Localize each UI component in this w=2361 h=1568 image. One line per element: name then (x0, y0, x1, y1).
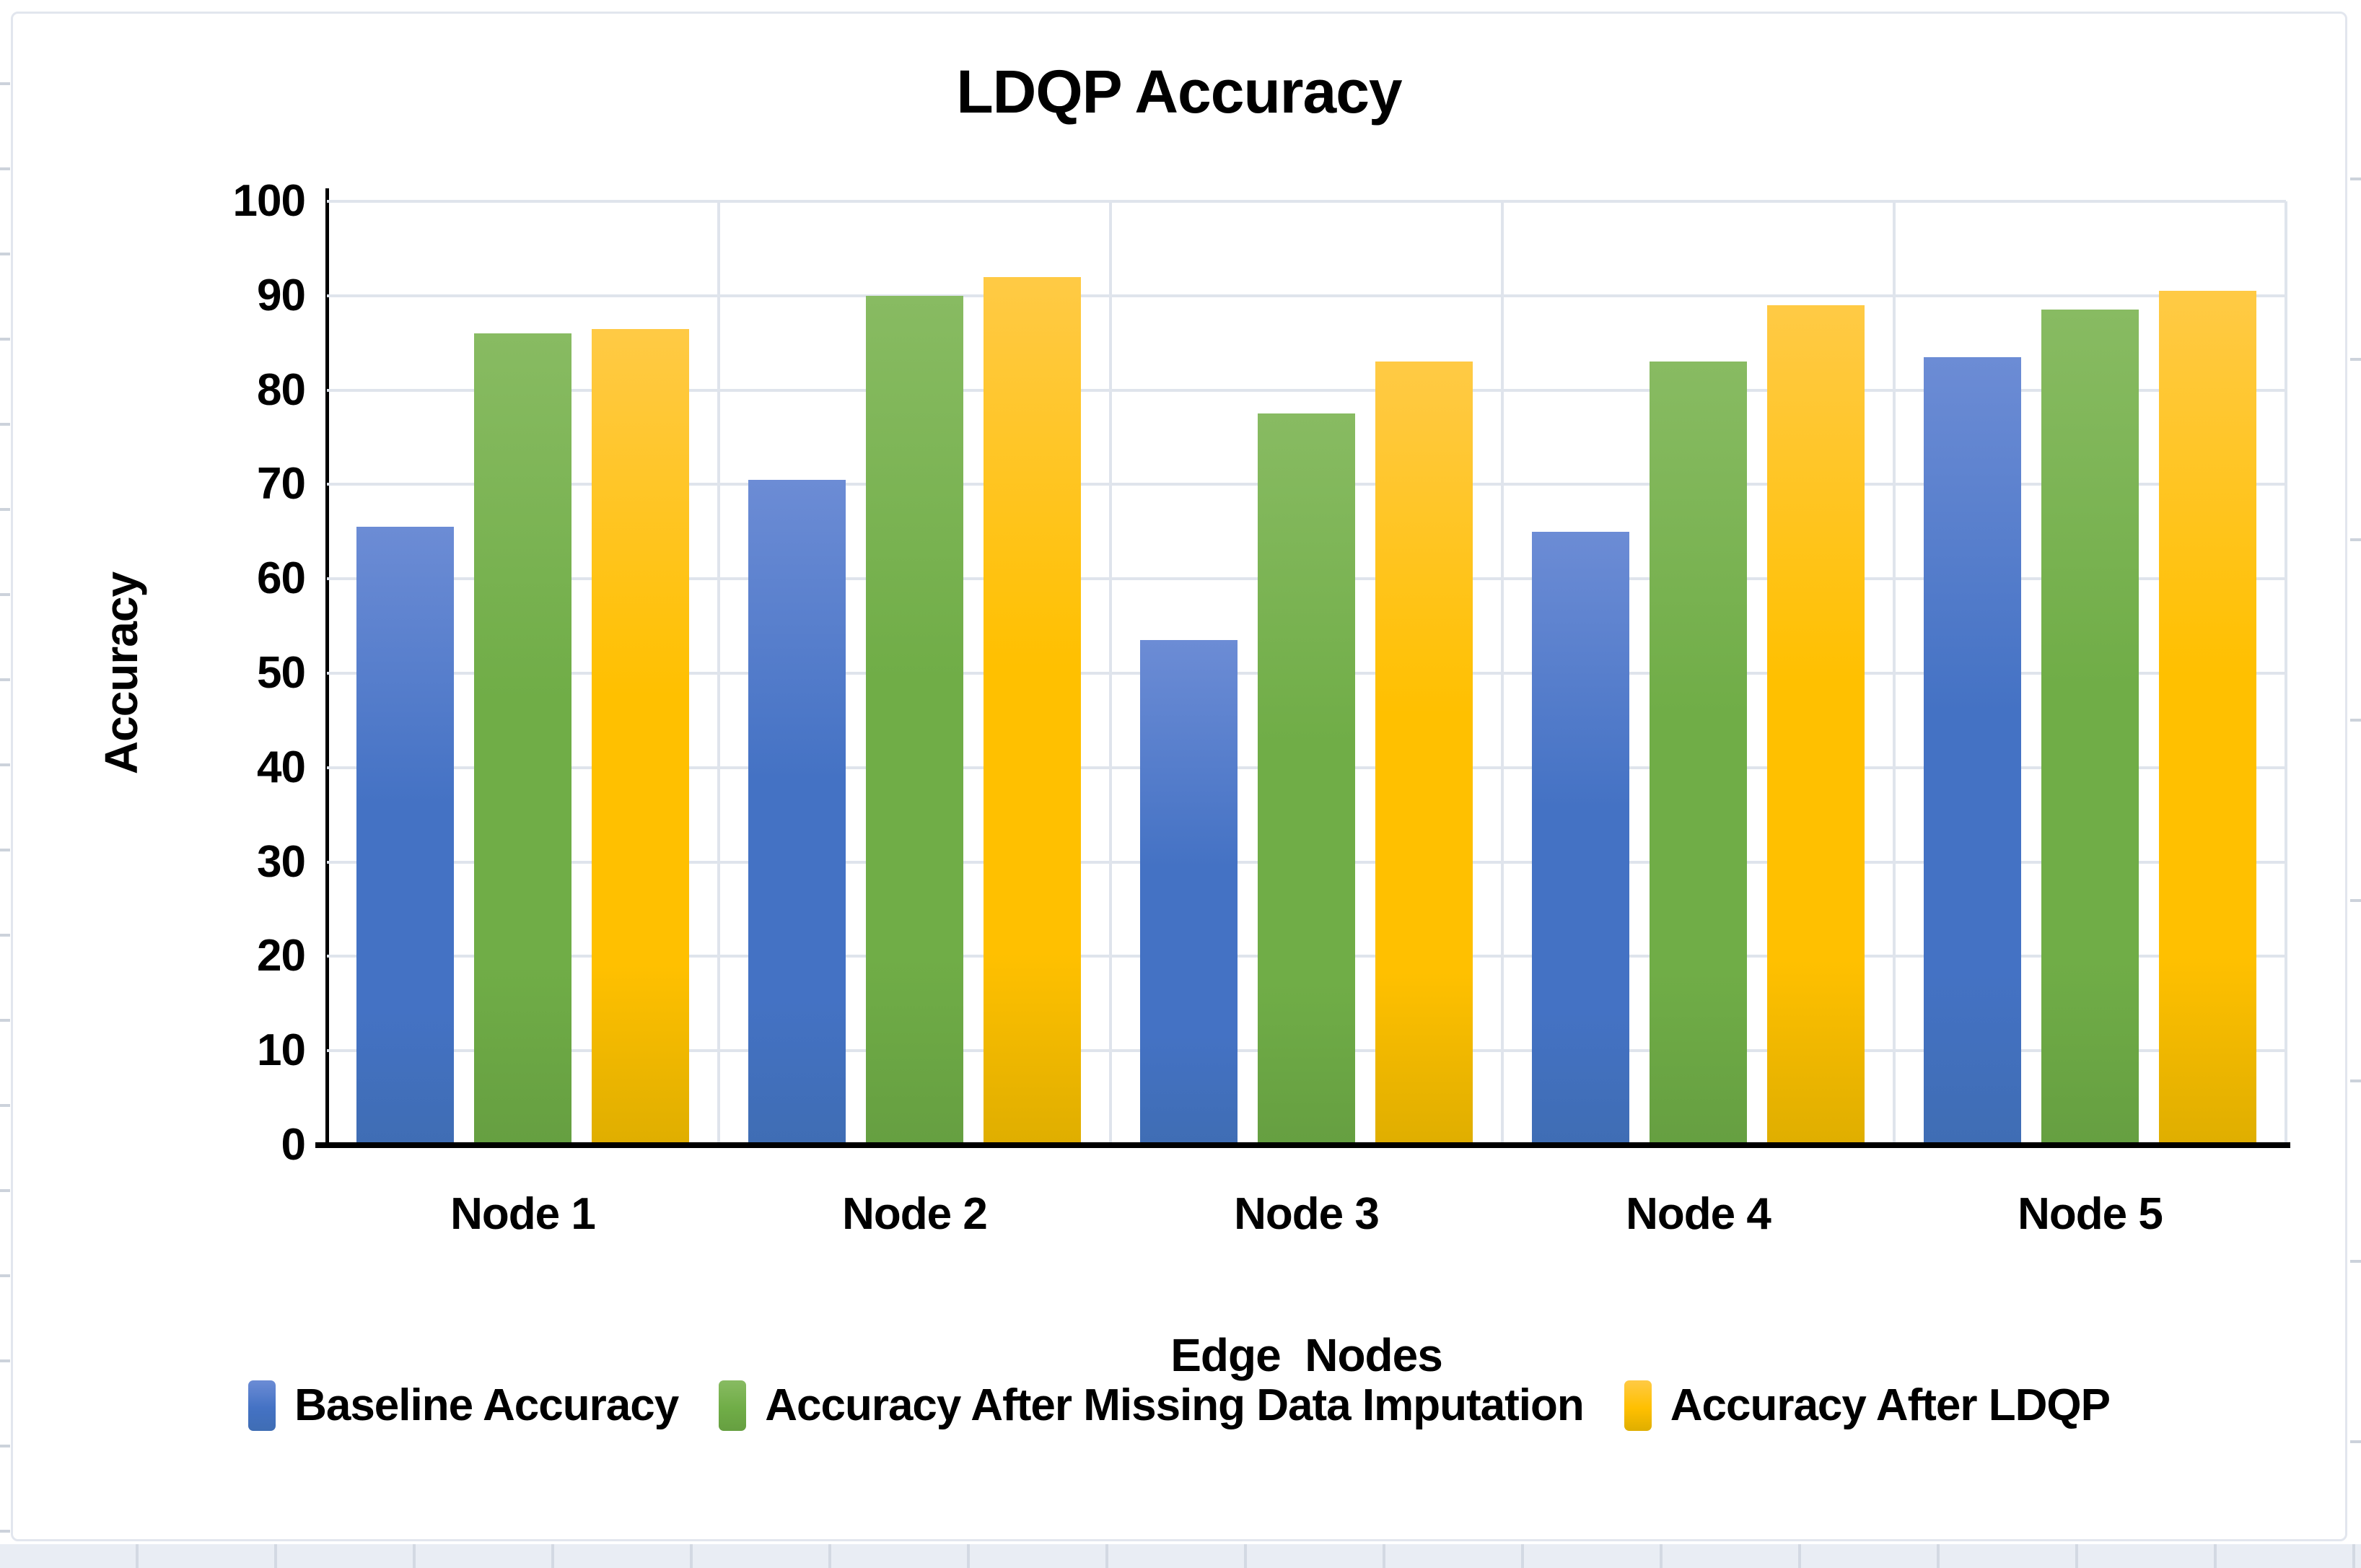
gridline-horizontal (327, 388, 2286, 392)
y-axis-tick-label: 80 (257, 364, 306, 415)
bar-accuracy-after-ldqp (2159, 291, 2256, 1145)
bar-accuracy-after-missing-data-imputation (2041, 310, 2139, 1145)
x-axis-tick-label: Node 5 (2018, 1189, 2163, 1239)
x-axis-tick-label: Node 3 (1234, 1189, 1380, 1239)
x-axis-tick-label: Node 2 (842, 1189, 988, 1239)
bar-baseline-accuracy (748, 479, 846, 1145)
legend-label: Accuracy After Missing Data Imputation (765, 1380, 1584, 1430)
bar-accuracy-after-ldqp (1767, 305, 1865, 1145)
x-axis-tick-label: Node 1 (450, 1189, 596, 1239)
legend-swatch-icon (719, 1380, 747, 1431)
x-axis-title: Edge Nodes (1170, 1329, 1443, 1381)
spreadsheet-edge-right (2350, 0, 2361, 1568)
y-axis-tick-label: 100 (232, 176, 306, 226)
category-group (1894, 201, 2286, 1145)
chart-title: LDQP Accuracy (956, 58, 1402, 126)
gridline-vertical (1501, 201, 1504, 1145)
spreadsheet-edge-bottom (0, 1544, 2361, 1568)
y-axis-tick-label: 70 (257, 459, 306, 509)
category-group (327, 201, 719, 1145)
bar-accuracy-after-missing-data-imputation (474, 333, 571, 1145)
category-group (1111, 201, 1502, 1145)
category-group (1502, 201, 1894, 1145)
chart-legend: Baseline Accuracy Accuracy After Missing … (13, 1380, 2345, 1431)
bar-accuracy-after-ldqp (984, 276, 1081, 1145)
gridline-vertical (717, 201, 720, 1145)
spreadsheet-edge-left (0, 0, 10, 1568)
y-axis-tick-label: 0 (281, 1120, 306, 1170)
gridline-horizontal (327, 200, 2286, 203)
legend-label: Accuracy After LDQP (1670, 1380, 2111, 1430)
bar-baseline-accuracy (1532, 531, 1629, 1145)
y-axis-tick-label: 20 (257, 931, 306, 981)
y-axis-line (325, 188, 329, 1145)
x-axis-line (315, 1142, 2290, 1148)
category-group (719, 201, 1111, 1145)
legend-item: Accuracy After Missing Data Imputation (719, 1380, 1585, 1431)
bar-accuracy-after-missing-data-imputation (866, 295, 963, 1145)
y-axis-tick-label: 30 (257, 836, 306, 887)
bar-baseline-accuracy (356, 527, 454, 1145)
x-axis-tick-label: Node 4 (1626, 1189, 1771, 1239)
y-axis-tick-label: 60 (257, 553, 306, 604)
legend-item: Baseline Accuracy (248, 1380, 679, 1431)
bar-groups (327, 201, 2286, 1145)
legend-swatch-icon (1624, 1380, 1652, 1431)
bar-accuracy-after-ldqp (1375, 362, 1473, 1145)
legend-swatch-icon (248, 1380, 276, 1431)
y-axis-tick-label: 90 (257, 270, 306, 320)
bar-chart: LDQP Accuracy Accuracy Edge Nodes Baseli… (11, 12, 2347, 1541)
bar-accuracy-after-missing-data-imputation (1650, 362, 1747, 1145)
gridline-vertical (2285, 201, 2287, 1145)
y-axis-tick-label: 50 (257, 648, 306, 698)
bar-accuracy-after-ldqp (592, 328, 689, 1145)
gridline-horizontal (327, 294, 2286, 297)
legend-item: Accuracy After LDQP (1624, 1380, 2111, 1431)
plot-area (315, 188, 2290, 1148)
bar-baseline-accuracy (1924, 356, 2021, 1145)
bar-baseline-accuracy (1140, 640, 1238, 1145)
y-axis-tick-label: 10 (257, 1025, 306, 1076)
legend-label: Baseline Accuracy (294, 1380, 679, 1430)
gridline-vertical (1109, 201, 1112, 1145)
y-axis-tick-label: 40 (257, 742, 306, 792)
bar-accuracy-after-missing-data-imputation (1258, 413, 1355, 1145)
gridline-vertical (1893, 201, 1896, 1145)
